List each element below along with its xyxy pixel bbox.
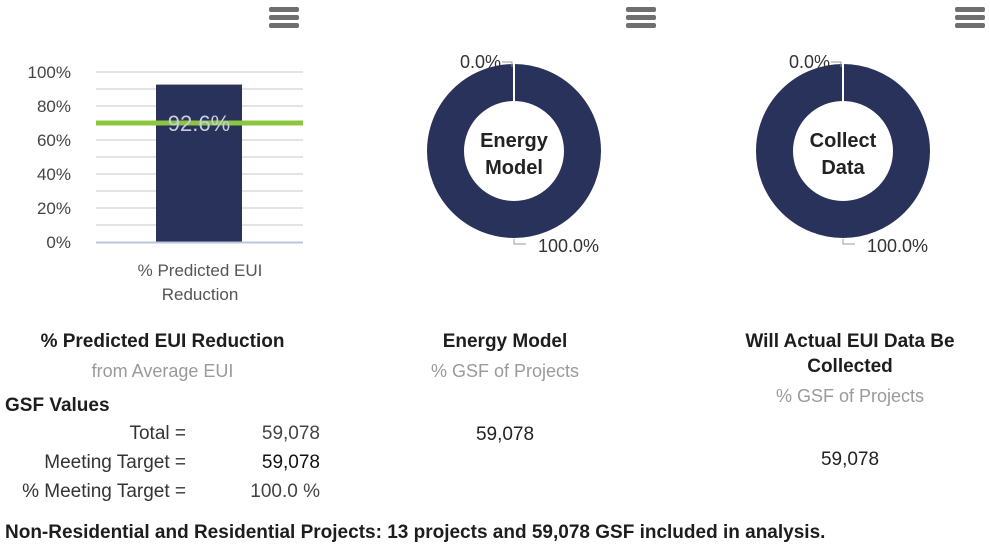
collect-data-donut-chart: Collect Data 0.0% 100.0% — [756, 52, 930, 256]
middle-panel-subtitle: % GSF of Projects — [430, 361, 580, 381]
eui-bar-chart: 100% 80% 60% 40% 20% 0% 92.6% % Predicted EUI Re… — [28, 63, 303, 304]
donut-center-label: Collect — [810, 130, 877, 152]
left-panel-title: % Predicted EUI Reduction — [40, 331, 285, 352]
slice-connector-top — [502, 61, 513, 67]
x-tick-label: % Predicted EUI — [138, 261, 263, 280]
gsf-values-heading: GSF Values — [5, 395, 110, 416]
y-tick-label: 80% — [37, 97, 71, 116]
slice-connector-bottom — [513, 239, 526, 245]
right-panel-subtitle: % GSF of Projects — [775, 386, 925, 406]
right-panel-gsf-value: 59,078 — [820, 449, 880, 470]
gsf-pct-meeting-target-label: % Meeting Target = — [22, 481, 186, 502]
chart1-menu-icon[interactable] — [269, 5, 299, 31]
y-tick-label: 40% — [37, 165, 71, 184]
donut-center-label: Energy — [480, 130, 549, 152]
gsf-total-label: Total = — [129, 423, 186, 444]
right-panel-title-line2: Collected — [807, 356, 893, 377]
slice-label-top: 0.0% — [789, 52, 830, 72]
gsf-meeting-target-value: 59,078 — [261, 452, 320, 473]
chart3-menu-icon[interactable] — [955, 5, 985, 31]
gsf-meeting-target-label: Meeting Target = — [44, 452, 186, 473]
gsf-pct-meeting-target-value: 100.0 % — [250, 481, 320, 502]
middle-panel-gsf-value: 59,078 — [475, 424, 535, 445]
bar-data-label: 92.6% — [168, 111, 230, 136]
gsf-total-value: 59,078 — [261, 423, 320, 444]
donut-center-label: Data — [821, 157, 865, 179]
donut-center-label: Model — [485, 157, 543, 179]
energy-model-donut-chart: Energy Model 0.0% 100.0% — [427, 52, 601, 256]
slice-connector-bottom — [842, 239, 855, 245]
right-panel-title-line1: Will Actual EUI Data Be — [745, 331, 955, 352]
slice-label-bottom: 100.0% — [867, 236, 928, 256]
left-panel-subtitle: from Average EUI — [91, 361, 234, 381]
chart2-menu-icon[interactable] — [626, 5, 656, 31]
x-tick-label: Reduction — [162, 285, 239, 304]
y-tick-label: 20% — [37, 199, 71, 218]
slice-connector-top — [831, 61, 842, 67]
y-tick-label: 0% — [46, 233, 71, 252]
y-tick-label: 60% — [37, 131, 71, 150]
slice-label-top: 0.0% — [460, 52, 501, 72]
middle-panel-title: Energy Model — [442, 331, 568, 352]
bar-predicted-eui-reduction — [156, 84, 242, 242]
slice-label-bottom: 100.0% — [538, 236, 599, 256]
target-line — [96, 120, 303, 126]
analysis-summary-footer: Non-Residential and Residential Projects… — [5, 522, 826, 543]
y-tick-label: 100% — [28, 63, 71, 82]
